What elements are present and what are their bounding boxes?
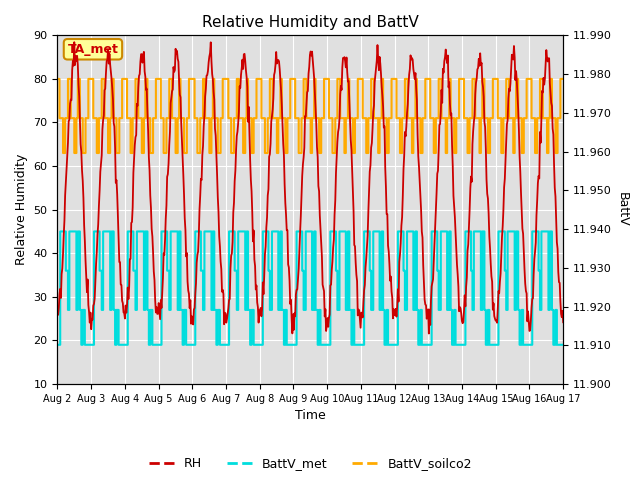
Line: RH: RH: [58, 42, 563, 334]
BattV_met: [56, 228, 64, 234]
Y-axis label: Relative Humidity: Relative Humidity: [15, 154, 28, 265]
BattV_met: [559, 342, 567, 348]
BattV_soilco2: [54, 76, 61, 82]
RH: [372, 65, 380, 71]
BattV_soilco2: [59, 150, 67, 156]
Line: BattV_met: BattV_met: [58, 231, 563, 345]
BattV_soilco2: [115, 115, 123, 121]
BattV_met: [387, 342, 395, 348]
BattV_soilco2: [387, 115, 395, 121]
BattV_met: [167, 228, 175, 234]
BattV_soilco2: [167, 76, 175, 82]
BattV_met: [54, 342, 61, 348]
BattV_met: [193, 228, 201, 234]
RH: [193, 252, 201, 258]
RH: [63, 167, 70, 173]
Y-axis label: BattV: BattV: [616, 192, 628, 227]
BattV_met: [372, 228, 380, 234]
Line: BattV_soilco2: BattV_soilco2: [58, 79, 563, 153]
RH: [387, 274, 395, 279]
BattV_soilco2: [372, 115, 380, 121]
RH: [559, 319, 567, 325]
BattV_soilco2: [63, 115, 71, 121]
Text: TA_met: TA_met: [67, 43, 118, 56]
RH: [167, 100, 175, 106]
BattV_met: [63, 268, 71, 274]
BattV_soilco2: [193, 150, 201, 156]
RH: [54, 304, 61, 310]
X-axis label: Time: Time: [295, 409, 326, 422]
Legend: RH, BattV_met, BattV_soilco2: RH, BattV_met, BattV_soilco2: [143, 452, 477, 475]
BattV_soilco2: [559, 76, 567, 82]
Title: Relative Humidity and BattV: Relative Humidity and BattV: [202, 15, 419, 30]
RH: [115, 259, 123, 265]
BattV_met: [115, 342, 123, 348]
RH: [425, 331, 433, 336]
RH: [70, 39, 78, 45]
